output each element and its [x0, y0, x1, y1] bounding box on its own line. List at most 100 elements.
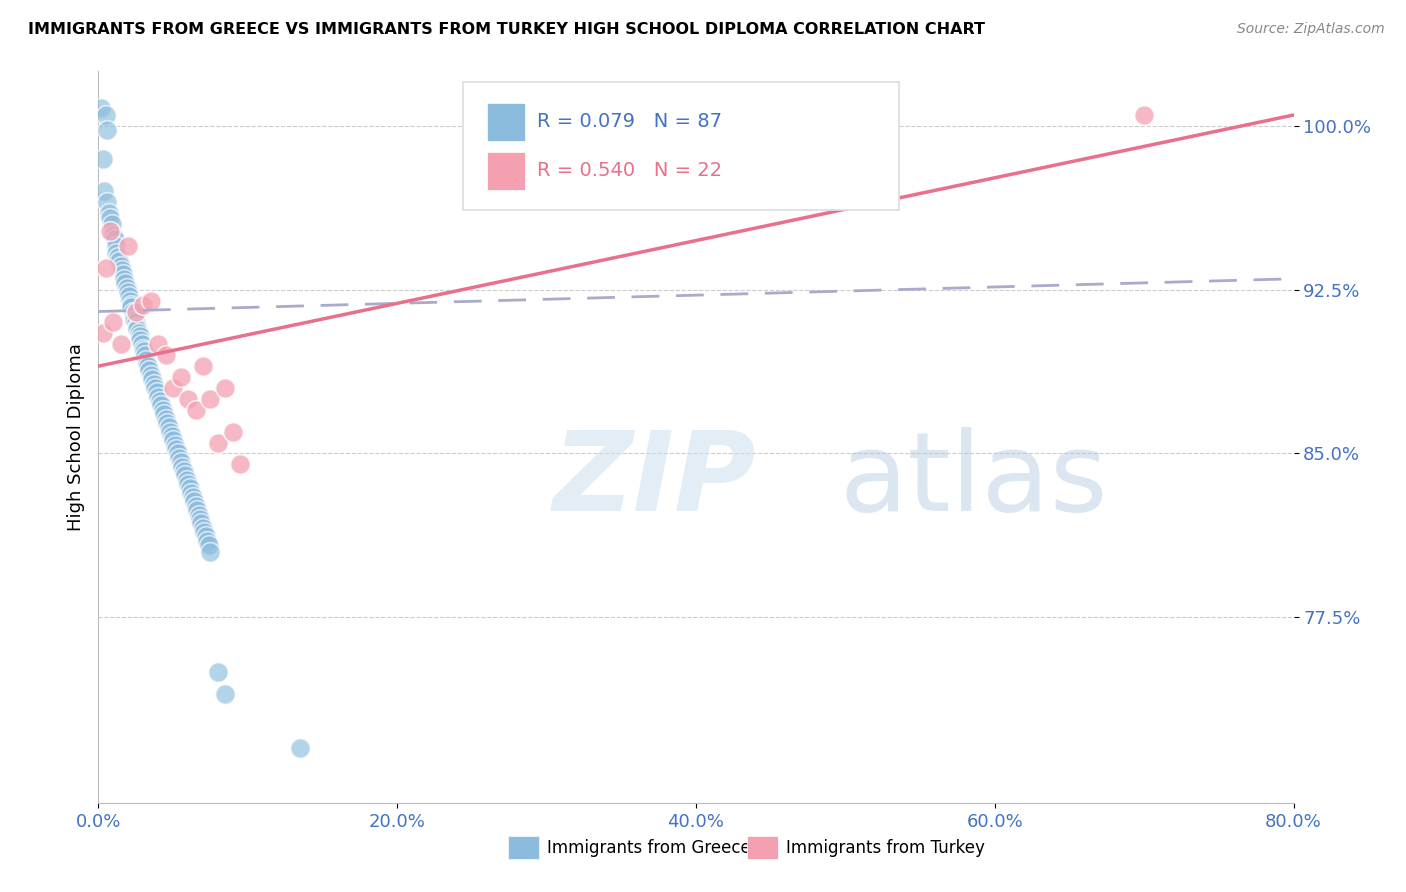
Point — [174, 468, 197, 483]
Point — [132, 343, 155, 358]
Point — [91, 152, 114, 166]
Point — [117, 239, 139, 253]
Point — [139, 368, 162, 382]
Point — [120, 300, 142, 314]
FancyBboxPatch shape — [463, 82, 900, 211]
Point — [177, 477, 200, 491]
Point — [118, 289, 141, 303]
Point — [125, 315, 148, 329]
Point — [1133, 108, 1156, 122]
Point — [197, 533, 219, 548]
Point — [139, 293, 162, 308]
Point — [103, 315, 125, 329]
Point — [180, 485, 202, 500]
Point — [94, 108, 117, 122]
Point — [207, 665, 229, 679]
Point — [104, 232, 127, 246]
Point — [172, 459, 194, 474]
Point — [94, 260, 117, 275]
Text: ZIP: ZIP — [553, 427, 756, 534]
Point — [190, 516, 212, 531]
Point — [193, 524, 215, 539]
Text: Immigrants from Greece: Immigrants from Greece — [547, 839, 751, 857]
Point — [143, 381, 166, 395]
Point — [114, 276, 136, 290]
Point — [162, 434, 184, 448]
Y-axis label: High School Diploma: High School Diploma — [66, 343, 84, 531]
Point — [169, 370, 191, 384]
Point — [112, 268, 135, 282]
Text: IMMIGRANTS FROM GREECE VS IMMIGRANTS FROM TURKEY HIGH SCHOOL DIPLOMA CORRELATION: IMMIGRANTS FROM GREECE VS IMMIGRANTS FRO… — [28, 22, 986, 37]
Point — [176, 473, 198, 487]
Point — [97, 206, 120, 220]
Point — [222, 425, 245, 439]
Point — [229, 458, 252, 472]
Point — [157, 420, 180, 434]
FancyBboxPatch shape — [486, 103, 524, 141]
Point — [90, 102, 112, 116]
Point — [103, 228, 125, 243]
Point — [124, 313, 146, 327]
Point — [145, 385, 167, 400]
Point — [129, 333, 152, 347]
Point — [214, 381, 236, 395]
Point — [183, 494, 205, 508]
Point — [165, 442, 187, 456]
Point — [118, 293, 141, 308]
Point — [184, 499, 207, 513]
Point — [163, 438, 186, 452]
Point — [207, 435, 229, 450]
Point — [128, 326, 150, 341]
Point — [184, 402, 207, 417]
Point — [121, 304, 143, 318]
Point — [131, 337, 153, 351]
FancyBboxPatch shape — [486, 152, 524, 190]
Point — [96, 123, 118, 137]
Point — [200, 545, 222, 559]
Point — [98, 211, 122, 225]
Point — [186, 503, 208, 517]
Point — [214, 687, 236, 701]
Point — [93, 185, 115, 199]
Point — [127, 322, 149, 336]
FancyBboxPatch shape — [509, 836, 540, 859]
Point — [188, 512, 211, 526]
Point — [132, 342, 155, 356]
Point — [155, 411, 177, 425]
Point — [96, 195, 118, 210]
Point — [148, 390, 170, 404]
Point — [135, 352, 157, 367]
Point — [107, 250, 129, 264]
Point — [162, 381, 184, 395]
Point — [110, 259, 132, 273]
Point — [91, 326, 114, 341]
Point — [117, 285, 139, 299]
Point — [104, 239, 127, 253]
Point — [112, 272, 135, 286]
Point — [288, 741, 311, 756]
Point — [142, 376, 165, 391]
Point — [148, 337, 170, 351]
Point — [155, 348, 177, 362]
Point — [136, 357, 159, 371]
Point — [120, 298, 142, 312]
Point — [153, 407, 176, 421]
Point — [159, 425, 181, 439]
Point — [191, 359, 214, 373]
Point — [191, 521, 214, 535]
Point — [152, 402, 174, 417]
Point — [134, 348, 156, 362]
Point — [125, 319, 148, 334]
Text: Immigrants from Turkey: Immigrants from Turkey — [786, 839, 984, 857]
Point — [149, 394, 172, 409]
Point — [128, 328, 150, 343]
Point — [156, 416, 179, 430]
Point — [200, 392, 222, 406]
Point — [181, 490, 204, 504]
Text: Source: ZipAtlas.com: Source: ZipAtlas.com — [1237, 22, 1385, 37]
FancyBboxPatch shape — [748, 836, 779, 859]
Point — [105, 245, 128, 260]
Point — [115, 280, 138, 294]
Point — [195, 529, 218, 543]
Point — [101, 217, 124, 231]
